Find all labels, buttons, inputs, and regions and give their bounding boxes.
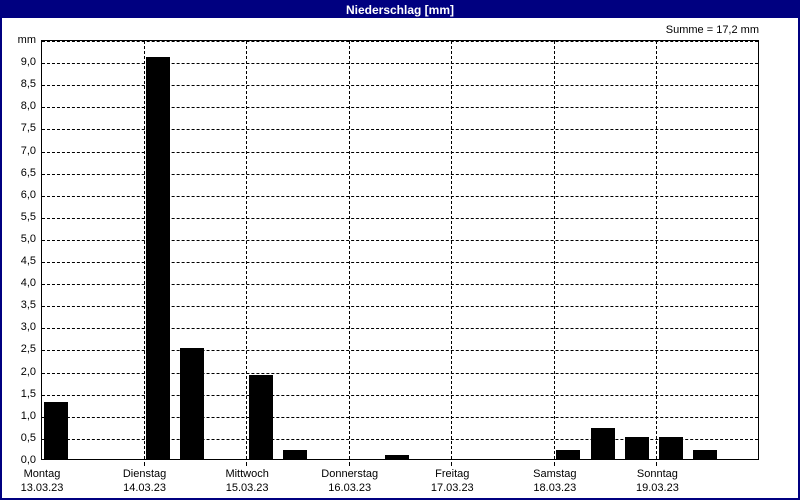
x-axis-day-label: Sonntag — [636, 468, 678, 480]
vertical-gridline — [143, 41, 145, 459]
x-axis-tick — [451, 462, 453, 466]
y-tick-label: 7,5 — [20, 122, 36, 135]
vertical-gridline — [553, 41, 555, 459]
x-axis-date-label: 17.03.23 — [430, 482, 474, 494]
y-tick-label: 5,5 — [20, 210, 36, 223]
x-axis-day-label: Montag — [23, 468, 61, 480]
horizontal-gridline — [42, 328, 758, 330]
y-tick-label: 4,0 — [20, 277, 36, 290]
x-axis-day-label: Dienstag — [122, 468, 167, 480]
horizontal-gridline — [42, 394, 758, 396]
x-axis-date-label: 13.03.23 — [20, 482, 64, 494]
horizontal-gridline — [42, 173, 758, 175]
sum-label: Summe = 17,2 mm — [665, 24, 759, 36]
y-tick-label: 0,5 — [20, 431, 36, 444]
y-tick-label: 4,5 — [20, 255, 36, 268]
horizontal-gridline — [42, 129, 758, 131]
vertical-gridline — [348, 41, 350, 459]
horizontal-gridline — [42, 239, 758, 241]
x-axis-date-label: 15.03.23 — [225, 482, 269, 494]
y-tick-label: 8,5 — [20, 78, 36, 91]
precipitation-bar — [556, 450, 581, 459]
precipitation-bar — [658, 436, 683, 459]
precipitation-bar — [590, 428, 615, 459]
y-tick-label: 2,0 — [20, 365, 36, 378]
y-tick-label: 9,0 — [20, 56, 36, 69]
x-axis-date-label: 19.03.23 — [636, 482, 679, 494]
x-axis-day-label: Donnerstag — [321, 468, 379, 480]
x-axis-tick — [143, 462, 145, 466]
y-tick-label: 1,0 — [20, 409, 36, 422]
y-tick-label: 5,0 — [20, 232, 36, 245]
window-title: Niederschlag [mm] — [345, 3, 455, 17]
horizontal-gridline — [42, 107, 758, 109]
vertical-gridline — [656, 41, 658, 459]
precipitation-bar — [248, 375, 273, 459]
y-tick-label: 8,0 — [20, 100, 36, 113]
horizontal-gridline — [42, 416, 758, 418]
horizontal-gridline — [42, 372, 758, 374]
horizontal-gridline — [42, 284, 758, 286]
horizontal-gridline — [42, 306, 758, 308]
precipitation-bar — [180, 348, 205, 459]
precipitation-bar — [282, 450, 307, 459]
y-tick-label: 3,5 — [20, 299, 36, 312]
y-tick-label: 6,5 — [20, 166, 36, 179]
y-tick-label: 1,5 — [20, 387, 36, 400]
precipitation-bar — [624, 436, 649, 459]
precipitation-bar — [385, 454, 410, 459]
precipitation-bar — [146, 56, 171, 459]
title-bar: Niederschlag [mm] — [2, 2, 798, 18]
horizontal-gridline — [42, 41, 758, 42]
y-tick-label: 7,0 — [20, 144, 36, 157]
x-axis-day-label: Freitag — [435, 468, 470, 480]
x-axis-tick — [553, 462, 555, 466]
y-tick-label: 3,0 — [20, 321, 36, 334]
horizontal-gridline — [42, 195, 758, 197]
x-axis-date-label: 16.03.23 — [328, 482, 372, 494]
horizontal-gridline — [42, 262, 758, 264]
x-axis-tick — [246, 462, 248, 466]
precipitation-bar — [693, 450, 718, 459]
horizontal-gridline — [42, 151, 758, 153]
horizontal-gridline — [42, 217, 758, 219]
y-tick-label: 2,5 — [20, 343, 36, 356]
horizontal-gridline — [42, 438, 758, 440]
y-tick-label: 6,0 — [20, 188, 36, 201]
plot-area — [41, 40, 759, 460]
y-axis-unit-label: mm — [17, 34, 36, 46]
vertical-gridline — [246, 41, 248, 459]
vertical-gridline — [451, 41, 453, 459]
precipitation-bar — [43, 401, 68, 459]
y-tick-label: 0,0 — [20, 454, 36, 466]
x-axis-day-label: Samstag — [533, 468, 577, 480]
x-axis-tick — [348, 462, 350, 466]
horizontal-gridline — [42, 85, 758, 87]
x-axis-day-label: Mittwoch — [225, 468, 269, 480]
horizontal-gridline — [42, 350, 758, 352]
x-axis-date-label: 18.03.23 — [533, 482, 577, 494]
x-axis-tick — [656, 462, 658, 466]
x-axis-date-label: 14.03.23 — [123, 482, 166, 494]
horizontal-gridline — [42, 63, 758, 65]
